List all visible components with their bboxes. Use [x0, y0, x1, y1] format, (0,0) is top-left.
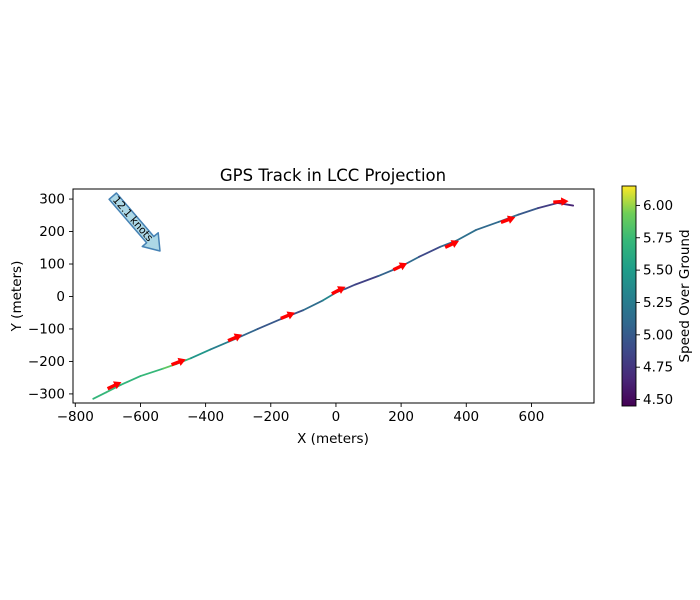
y-tick-label: 0	[56, 289, 65, 305]
gps-track-segment	[256, 318, 282, 330]
colorbar-layer: 4.50 4.75 5.00 5.25 5.50 5.75 6.00	[621, 185, 673, 408]
gps-track-segment	[517, 207, 539, 216]
gps-track-segment	[190, 348, 212, 360]
colorbar-tick-label: 4.75	[643, 360, 673, 376]
course-arrow-marker	[500, 215, 516, 224]
course-arrow-marker	[280, 311, 295, 321]
y-tick-label: −300	[28, 386, 65, 402]
course-arrow-marker	[331, 286, 346, 296]
course-arrow-marker	[444, 240, 459, 249]
y-tick-label: 200	[39, 224, 65, 240]
colorbar-tick-label: 5.50	[643, 263, 673, 279]
x-axis-label: X (meters)	[297, 431, 369, 447]
colorbar-tick-label: 6.00	[643, 198, 673, 214]
course-arrow-marker	[170, 357, 186, 367]
y-axis-label: Y (meters)	[9, 261, 25, 333]
y-tick-label: −200	[28, 354, 65, 370]
x-tick-label: −600	[122, 409, 159, 425]
gps-track-segment	[354, 275, 380, 286]
gps-track-layer	[92, 202, 575, 400]
gps-track-segment	[475, 220, 500, 231]
gps-track-segment	[344, 283, 357, 290]
course-arrow-marker	[392, 262, 408, 272]
axis-ticks-layer: −800 −600 −400 −200 0 200 400 600 −300 −200 −100 0 1…	[28, 192, 544, 425]
x-tick-label: −800	[57, 409, 94, 425]
colorbar-tick-label: 4.50	[643, 392, 673, 408]
gps-track-segment	[119, 375, 142, 386]
colorbar-tick-label: 5.00	[643, 327, 673, 343]
gps-track-segment	[139, 367, 165, 377]
course-arrow-markers-layer	[106, 197, 569, 391]
x-tick-label: −400	[187, 409, 224, 425]
chart-title: GPS Track in LCC Projection	[220, 166, 446, 185]
colorbar-gradient	[621, 185, 637, 407]
x-tick-label: −200	[252, 409, 289, 425]
y-tick-label: 300	[39, 192, 65, 208]
course-arrow-marker	[227, 333, 243, 343]
colorbar-tick-label: 5.75	[643, 230, 673, 246]
course-arrow-marker	[106, 381, 122, 391]
speed-annotation-arrow	[108, 192, 161, 252]
speed-annotation-layer: 12.1 knots	[108, 192, 161, 252]
axes-frame	[72, 188, 595, 404]
x-tick-label: 600	[519, 409, 545, 425]
gps-track-segment	[537, 202, 559, 210]
gps-track-segment	[556, 202, 575, 207]
colorbar-tick-label: 5.25	[643, 295, 673, 311]
y-tick-label: −100	[28, 321, 65, 337]
x-tick-label: 200	[388, 409, 414, 425]
speed-annotation-text: 12.1 knots	[110, 194, 155, 244]
gps-track-segment	[455, 229, 477, 242]
x-tick-label: 0	[332, 409, 341, 425]
x-tick-label: 400	[453, 409, 479, 425]
y-tick-label: 100	[39, 257, 65, 273]
gps-track-segment	[302, 299, 324, 312]
gps-track-segment	[92, 391, 108, 400]
gps-track-segment	[418, 245, 442, 258]
colorbar-label: Speed Over Ground	[677, 229, 693, 362]
course-arrow-marker	[553, 197, 569, 206]
